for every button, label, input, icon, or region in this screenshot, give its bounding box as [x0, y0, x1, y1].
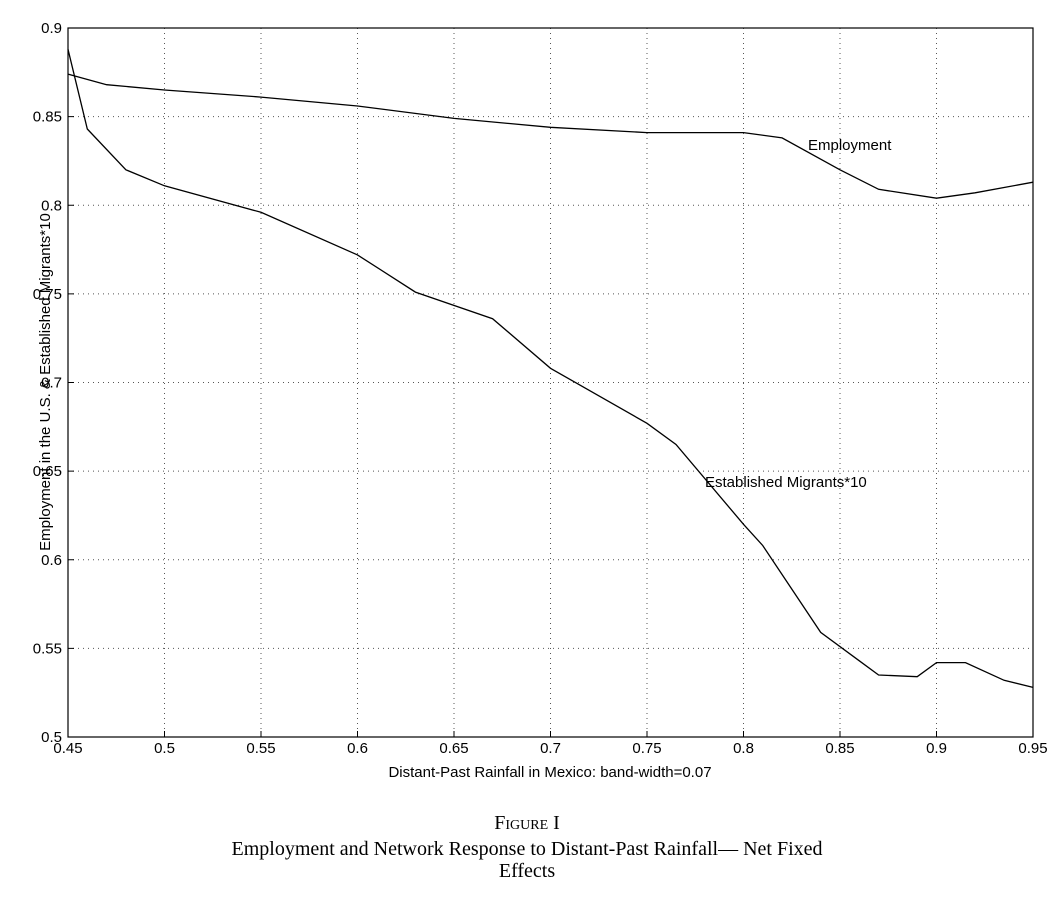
x-tick-label: 0.45	[53, 740, 82, 757]
x-tick-label: 0.95	[1018, 740, 1047, 757]
y-tick-label: 0.8	[41, 197, 62, 214]
x-tick-label: 0.5	[154, 740, 175, 757]
y-tick-label: 0.7	[41, 375, 62, 392]
y-axis-label: Employment in the U.S. & Established Mig…	[37, 213, 54, 551]
series-label: Employment	[808, 137, 892, 154]
x-tick-label: 0.75	[632, 740, 661, 757]
y-tick-label: 0.75	[33, 286, 62, 303]
y-tick-label: 0.5	[41, 729, 62, 746]
figure-label: Figure I	[494, 812, 560, 834]
chart: Distant-Past Rainfall in Mexico: band-wi…	[33, 20, 1048, 781]
y-tick-label: 0.55	[33, 640, 62, 657]
figure-title: Employment and Network Response to Dista…	[231, 838, 823, 882]
y-tick-label: 0.85	[33, 109, 62, 126]
caption: Figure I Employment and Network Response…	[0, 812, 1054, 882]
x-tick-label: 0.65	[439, 740, 468, 757]
y-tick-label: 0.9	[41, 20, 62, 37]
series-label: Established Migrants*10	[705, 474, 867, 491]
x-tick-label: 0.6	[347, 740, 368, 757]
x-tick-label: 0.8	[733, 740, 754, 757]
x-tick-label: 0.85	[825, 740, 854, 757]
x-tick-label: 0.9	[926, 740, 947, 757]
series-line	[67, 49, 1034, 689]
y-tick-label: 0.6	[41, 552, 62, 569]
plot-frame	[67, 27, 1034, 738]
y-tick-label: 0.65	[33, 463, 62, 480]
x-tick-label: 0.7	[540, 740, 561, 757]
x-tick-label: 0.55	[246, 740, 275, 757]
x-axis-label: Distant-Past Rainfall in Mexico: band-wi…	[388, 764, 711, 781]
series-line	[67, 73, 1034, 199]
